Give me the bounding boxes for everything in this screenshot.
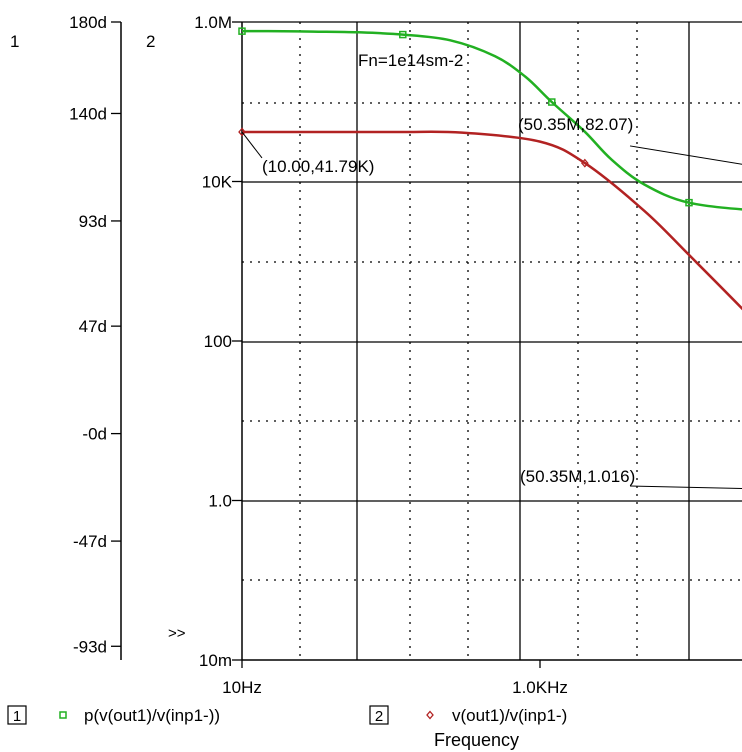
y1-ticks: 180d 140d 93d 47d -0d -47d -93d <box>69 13 121 656</box>
y2-tick-label: 10m <box>199 651 232 670</box>
y1-tick-label: 180d <box>69 13 107 32</box>
legend-label: p(v(out1)/v(inp1-)) <box>84 706 220 725</box>
cursor-leader-line <box>629 485 742 490</box>
y1-axis-id: 1 <box>10 32 19 51</box>
y2-axis-id: 2 <box>146 32 155 51</box>
y2-tick-label: 10K <box>202 173 233 192</box>
series-phase-line <box>242 29 742 211</box>
series-marker-diamond <box>580 158 589 168</box>
legend-index: 2 <box>375 708 383 725</box>
y2-ticks: 1.0M 10K 100 1.0 10m <box>194 13 242 670</box>
cursor-leader-line <box>629 145 742 165</box>
y2-tick-label: 1.0 <box>208 492 232 511</box>
y2-tick-label: 1.0M <box>194 13 232 32</box>
y1-tick-label: -47d <box>73 532 107 551</box>
legend-marker-square <box>59 711 67 719</box>
cursor-leader-line <box>241 131 263 159</box>
grid-lines <box>242 21 742 660</box>
series-marker-square <box>399 30 407 39</box>
annotation-fn: Fn=1e14sm-2 <box>358 51 463 70</box>
x-tick-label: 1.0KHz <box>512 678 568 697</box>
legend-index: 1 <box>13 708 21 725</box>
x-axis-label: Frequency <box>434 730 519 750</box>
x-tick-label: 10Hz <box>222 678 262 697</box>
series-marker-square <box>548 98 556 106</box>
y1-tick-label: 93d <box>79 212 107 231</box>
legend-label: v(out1)/v(inp1-) <box>452 706 567 725</box>
series-marker-diamond <box>238 127 246 137</box>
series-magnitude-line <box>241 130 742 311</box>
y1-tick-label: -93d <box>73 637 107 656</box>
y1-tick-label: 47d <box>79 317 107 336</box>
y1-tick-label: -0d <box>82 425 107 444</box>
legend: 1 p(v(out1)/v(inp1-)) 2 v(out1)/v(inp1-) <box>7 705 567 725</box>
series-marker-square <box>685 198 693 207</box>
series-marker-square <box>238 27 246 35</box>
legend-index-box <box>7 705 27 725</box>
cursor-label: (50.35M,82.07) <box>518 115 633 134</box>
overflow-marker: >> <box>168 625 186 642</box>
legend-index-box <box>369 705 389 725</box>
y2-tick-label: 100 <box>204 332 232 351</box>
cursor-label: (50.35M,1.016) <box>520 467 635 486</box>
cursor-labels: (50.35M,82.07) (10.00,41.79K) (50.35M,1.01… <box>241 115 742 490</box>
series-markers <box>238 27 693 207</box>
cursor-label: (10.00,41.79K) <box>262 157 374 176</box>
y1-tick-label: 140d <box>69 104 107 123</box>
legend-marker-diamond <box>426 710 434 720</box>
